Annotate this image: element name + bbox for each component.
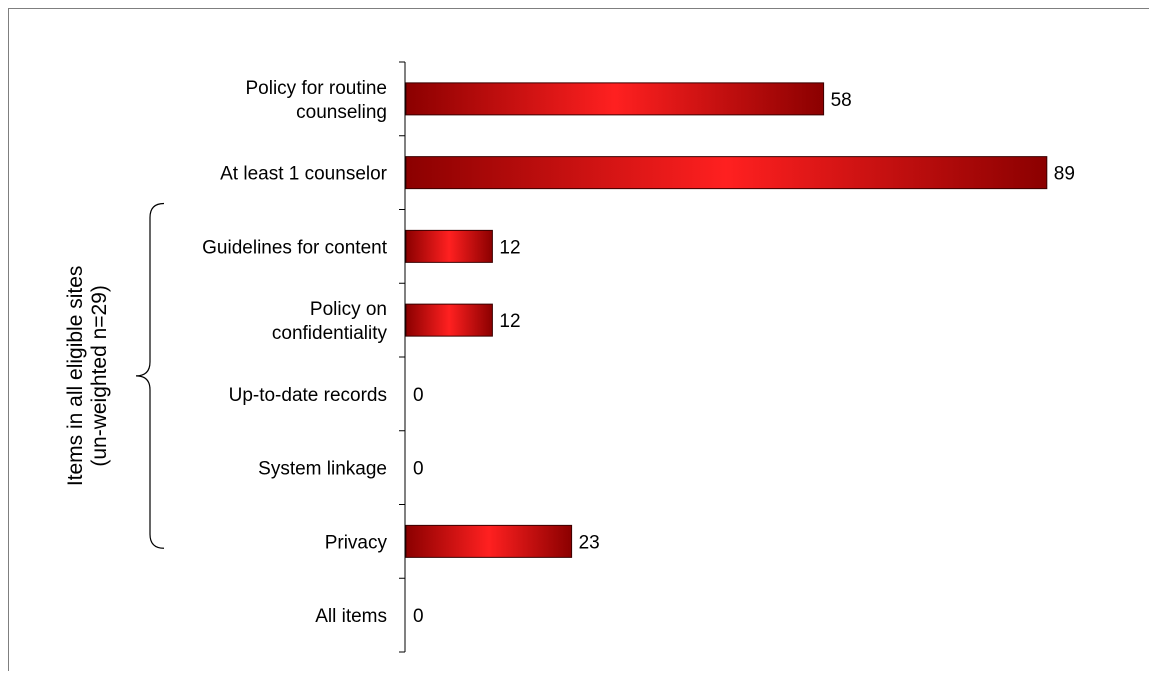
data-label: 58 <box>831 90 852 111</box>
category-label: All items <box>315 606 387 627</box>
category-label: Privacy <box>325 532 388 553</box>
data-label: 89 <box>1054 164 1075 185</box>
data-label: 23 <box>579 532 600 553</box>
data-label: 12 <box>499 237 520 258</box>
category-label: At least 1 counselor <box>220 164 388 185</box>
bar <box>405 156 1048 190</box>
bars-layer <box>405 82 1048 558</box>
bar <box>405 229 493 263</box>
y-axis <box>399 61 406 653</box>
category-label: Up-to-date records <box>229 385 387 406</box>
data-label: 0 <box>413 459 424 480</box>
category-label: System linkage <box>258 459 387 480</box>
data-label: 0 <box>413 385 424 406</box>
data-label: 12 <box>499 311 520 332</box>
group-brace <box>135 202 165 549</box>
bar <box>405 303 493 337</box>
value-labels: 58 89 12 12 0 0 23 0 <box>413 90 1075 627</box>
chart-frame <box>8 8 1149 671</box>
group-annotation: Items in all eligible sites (un-weighted … <box>64 202 165 549</box>
category-label: Guidelines for content <box>202 237 388 258</box>
bar <box>405 524 573 558</box>
category-label: Policy on confidentiality <box>272 299 388 344</box>
group-label-line: Items in all eligible sites <box>64 266 87 487</box>
data-label: 0 <box>413 606 424 627</box>
category-label: Policy for routine counseling <box>245 78 387 123</box>
group-label-line: (un-weighted n=29) <box>88 285 111 467</box>
category-labels: Policy for routine counseling At least 1 c… <box>202 78 388 627</box>
bar <box>405 82 825 116</box>
